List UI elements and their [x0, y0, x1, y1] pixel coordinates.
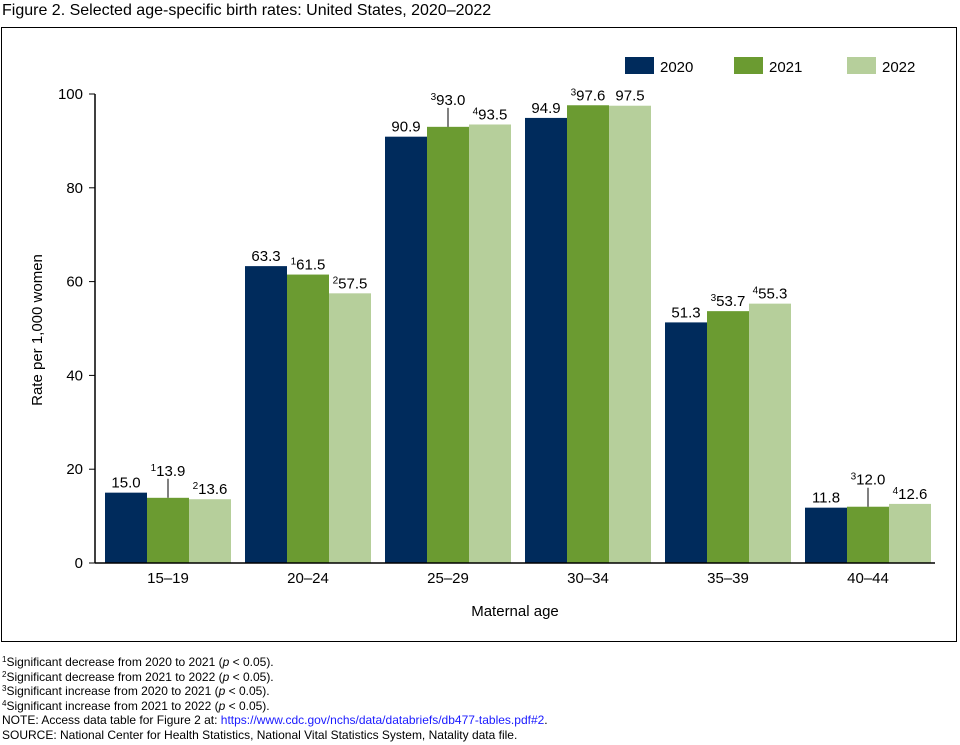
legend-label-2021: 2021	[769, 59, 802, 76]
data-label-2022-15–19: 213.6	[193, 481, 228, 498]
y-tick-label: 100	[58, 86, 83, 103]
x-tick-label: 40–44	[847, 570, 889, 587]
y-axis-title: Rate per 1,000 women	[29, 254, 46, 406]
data-label-2021-25–29: 393.0	[431, 92, 466, 109]
y-tick-label: 60	[66, 274, 83, 291]
bar-2021-35–39	[707, 311, 749, 563]
bar-2020-25–29	[385, 136, 427, 563]
figure-title: Figure 2. Selected age-specific birth ra…	[2, 2, 492, 19]
x-tick-label: 35–39	[707, 570, 749, 587]
x-tick-label: 25–29	[427, 570, 469, 587]
bar-2021-25–29	[427, 126, 469, 563]
data-label-2021-40–44: 312.0	[851, 472, 886, 489]
data-label-2022-40–44: 412.6	[893, 486, 928, 503]
data-label-2020-30–34: 94.9	[531, 100, 560, 117]
bar-2022-15–19	[189, 499, 231, 563]
data-label-2020-20–24: 63.3	[251, 248, 280, 265]
footnote-1: 1Significant decrease from 2020 to 2021 …	[2, 655, 274, 669]
data-label-2020-25–29: 90.9	[391, 119, 420, 136]
data-label-2020-35–39: 51.3	[671, 304, 700, 321]
footnotes: 1Significant decrease from 2020 to 2021 …	[2, 655, 548, 743]
bar-2022-20–24	[329, 293, 371, 563]
source-line: SOURCE: National Center for Health Stati…	[2, 727, 518, 742]
y-tick-label: 80	[66, 180, 83, 197]
legend-swatch-2021	[734, 57, 763, 74]
bar-2020-30–34	[525, 117, 567, 563]
bar-2021-30–34	[567, 105, 609, 564]
footnote-3: 3Significant increase from 2020 to 2021 …	[2, 684, 270, 699]
x-axis-title: Maternal age	[471, 603, 559, 620]
bar-2021-40–44	[847, 506, 889, 563]
data-label-2022-35–39: 455.3	[753, 286, 788, 303]
x-tick-label: 15–19	[147, 570, 189, 587]
bar-2022-40–44	[889, 503, 931, 563]
bar-2020-35–39	[665, 322, 707, 563]
data-table-link[interactable]: https://www.cdc.gov/nchs/data/databriefs…	[220, 713, 545, 728]
legend-swatch-2022	[847, 57, 876, 74]
y-tick-label: 20	[66, 461, 83, 478]
y-tick-label: 40	[66, 367, 83, 384]
note-line: NOTE: Access data table for Figure 2 at:…	[2, 713, 548, 728]
x-tick-label: 30–34	[567, 570, 609, 587]
data-label-2022-20–24: 257.5	[333, 275, 368, 292]
legend-label-2022: 2022	[882, 59, 915, 76]
chart-frame	[1, 27, 957, 642]
data-label-2021-20–24: 161.5	[291, 257, 326, 274]
data-label-2021-30–34: 397.6	[571, 87, 606, 104]
bar-2020-20–24	[245, 266, 287, 563]
data-label-2022-25–29: 493.5	[473, 106, 508, 123]
x-tick-label: 20–24	[287, 570, 329, 587]
bar-2022-35–39	[749, 303, 791, 563]
bar-2021-20–24	[287, 274, 329, 563]
data-label-2020-40–44: 11.8	[812, 490, 840, 507]
bar-chart: 15.0 113.9 213.6 15–19 63.3 161.5 257.5 20–24 90…	[29, 57, 935, 620]
data-label-2021-35–39: 353.7	[711, 293, 746, 310]
bar-2020-15–19	[105, 492, 147, 563]
data-label-2021-15–19: 113.9	[151, 463, 186, 480]
bar-2022-25–29	[469, 124, 511, 564]
bar-2020-40–44	[805, 507, 847, 563]
y-tick-label: 0	[75, 555, 83, 572]
legend-swatch-2020	[625, 57, 654, 74]
data-label-2020-15–19: 15.0	[111, 475, 140, 492]
footnote-2: 2Significant decrease from 2021 to 2022 …	[2, 669, 274, 684]
legend-label-2020: 2020	[660, 59, 693, 76]
data-label-2022-30–34: 97.5	[615, 88, 644, 105]
footnote-4: 4Significant increase from 2021 to 2022 …	[2, 698, 270, 713]
bar-2022-30–34	[609, 105, 651, 563]
bar-2021-15–19	[147, 497, 189, 563]
